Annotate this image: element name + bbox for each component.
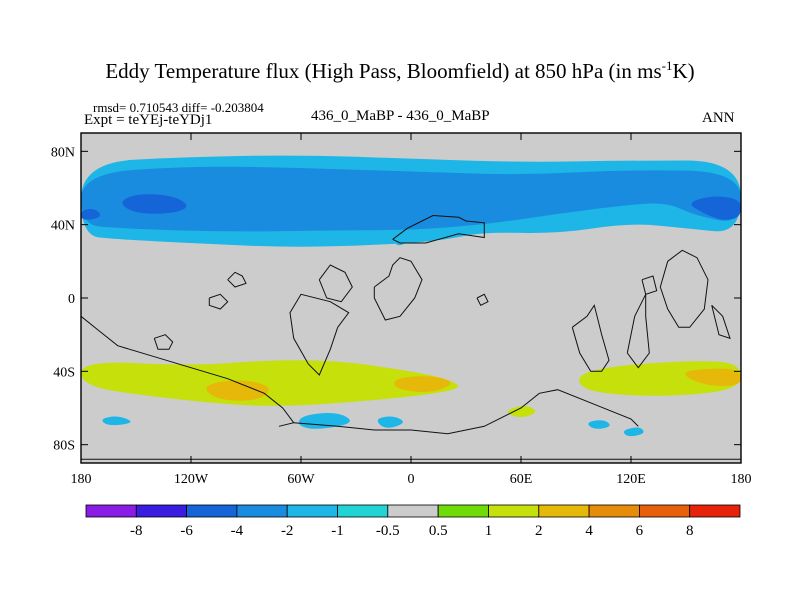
coastline-5 — [153, 334, 174, 350]
contour-region-10 — [685, 368, 741, 386]
contour-region-13 — [377, 416, 403, 428]
chart-title: Eddy Temperature flux (High Pass, Bloomf… — [0, 58, 800, 84]
contour-region-6 — [81, 360, 459, 406]
contour-region-11 — [507, 406, 536, 418]
colorbar-label-9: 4 — [585, 523, 593, 539]
colorbar-swatch-3 — [236, 504, 288, 518]
colorbar-swatch-0 — [85, 504, 137, 518]
coastline-8 — [293, 389, 639, 435]
coastline-1 — [289, 293, 350, 376]
coastline-12 — [711, 304, 731, 340]
colorbar-swatch-4 — [286, 504, 338, 518]
coastline-4 — [208, 293, 229, 310]
colorbar-label-10: 6 — [636, 523, 644, 539]
colorbar-label-2: -4 — [231, 523, 244, 539]
contour-regions — [81, 155, 741, 437]
x-tick-label-3: 0 — [408, 472, 415, 487]
coastline-9 — [571, 304, 610, 372]
y-tick-label-1: 40N — [51, 219, 75, 234]
colorbar-label-8: 2 — [535, 523, 543, 539]
experiment-label: Expt = teYEj-teYDj1 — [84, 112, 213, 128]
contour-region-4 — [81, 208, 101, 220]
colorbar-label-7: 1 — [485, 523, 493, 539]
colorbar-label-3: -2 — [281, 523, 294, 539]
contour-region-7 — [206, 380, 269, 401]
coastline-3 — [227, 271, 247, 288]
x-tick-label-1: 120W — [174, 472, 209, 487]
colorbar-swatch-10 — [588, 504, 640, 518]
colorbar: -8 -6 -4 -2 -1 -0.5 0.5 1 2 4 6 8 — [85, 504, 741, 539]
x-tick-label-6: 180 — [731, 472, 752, 487]
y-tick-label-4: 80S — [53, 439, 75, 454]
coastline-11 — [659, 249, 709, 328]
title-exponent: -1 — [661, 58, 673, 73]
x-tick-label-4: 60E — [510, 472, 533, 487]
colorbar-label-6: 0.5 — [429, 523, 448, 539]
y-tick-label-3: 40S — [53, 365, 75, 380]
contour-region-3 — [691, 196, 741, 220]
y-tick-label-2: 0 — [68, 292, 75, 307]
contour-region-14 — [102, 416, 131, 426]
x-axis-ticks: 180 120W 60W 0 60E 120E 180 — [71, 133, 752, 487]
contour-region-1 — [81, 166, 741, 232]
title-suffix: K) — [672, 59, 695, 83]
title-main: Eddy Temperature flux (High Pass, Bloomf… — [105, 59, 662, 83]
colorbar-label-1: -6 — [180, 523, 193, 539]
colorbar-swatch-8 — [488, 504, 540, 518]
contour-region-2 — [122, 194, 187, 214]
coastline-6 — [318, 264, 353, 303]
colorbar-swatch-7 — [437, 504, 489, 518]
coastline-7 — [81, 315, 295, 427]
colorbar-swatch-5 — [337, 504, 389, 518]
y-axis-ticks: 80N 40N 0 40S 80S — [51, 145, 741, 454]
coastline-10 — [626, 294, 650, 369]
case-label: 436_0_MaBP - 436_0_MaBP — [311, 108, 490, 124]
x-tick-label-5: 120E — [616, 472, 646, 487]
colorbar-swatch-1 — [135, 504, 188, 518]
contour-region-8 — [394, 376, 451, 392]
coastline-13 — [641, 275, 658, 295]
colorbar-swatch-9 — [538, 504, 590, 518]
x-tick-label-2: 60W — [287, 472, 315, 487]
coastline-2 — [373, 257, 423, 321]
x-tick-label-0: 180 — [71, 472, 92, 487]
colorbar-label-4: -1 — [331, 523, 344, 539]
colorbar-swatch-2 — [186, 504, 238, 518]
colorbar-label-5: -0.5 — [376, 523, 400, 539]
colorbar-label-11: 8 — [686, 523, 694, 539]
contour-region-16 — [623, 427, 644, 437]
coastline-14 — [476, 293, 489, 306]
colorbar-swatch-6 — [387, 504, 439, 518]
y-tick-label-0: 80N — [51, 145, 75, 160]
season-label: ANN — [702, 110, 735, 126]
rmsd-label: rmsd= 0.710543 diff= -0.203804 — [93, 100, 264, 115]
colorbar-label-0: -8 — [130, 523, 143, 539]
coastline-0 — [392, 214, 485, 244]
contour-region-12 — [298, 413, 350, 429]
contour-region-15 — [588, 420, 610, 429]
colorbar-swatch-12 — [689, 504, 741, 518]
colorbar-swatch-11 — [639, 504, 691, 518]
